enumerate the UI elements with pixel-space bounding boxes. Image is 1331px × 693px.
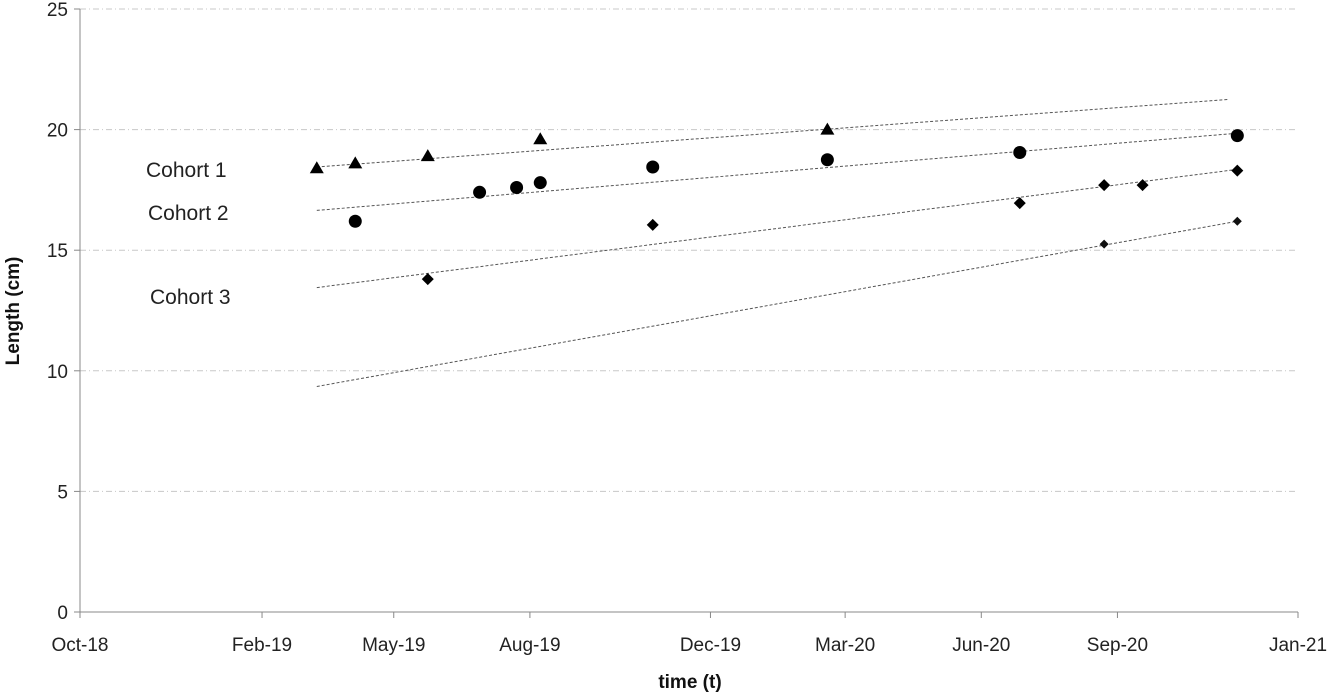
x-tick-label: Aug-19 — [499, 635, 560, 656]
triangle-point — [348, 156, 363, 169]
circle-point — [348, 214, 362, 228]
y-tick-label: 25 — [47, 0, 68, 21]
trend-lines — [316, 98, 1238, 387]
annotation-cohort-3: Cohort 3 — [150, 286, 231, 309]
x-tick-label: Jan-21 — [1269, 635, 1327, 656]
gridlines — [80, 8, 1298, 492]
diamond-point — [1098, 179, 1111, 192]
annotation-cohort-1: Cohort 1 — [146, 159, 227, 182]
x-tick-label: Feb-19 — [232, 635, 292, 656]
triangle-point — [309, 161, 324, 174]
trend-line — [316, 98, 1229, 168]
x-tick-label: Jun-20 — [952, 635, 1010, 656]
circle-point — [820, 153, 834, 167]
x-tick-label: May-19 — [362, 635, 425, 656]
x-axis-title: time (t) — [658, 672, 721, 693]
circle-point — [1013, 146, 1027, 160]
circle-point — [646, 160, 660, 174]
y-tick-label: 0 — [57, 603, 68, 624]
circle-point — [510, 180, 524, 194]
circle-point — [1230, 129, 1244, 143]
triangle-point — [533, 132, 548, 145]
x-tick-label: Dec-19 — [680, 635, 741, 656]
circle-point — [473, 185, 487, 199]
trend-line — [316, 168, 1238, 289]
diamond-point — [1231, 164, 1244, 177]
x-tick-label: Mar-20 — [815, 635, 875, 656]
y-tick-label: 20 — [47, 121, 68, 142]
trend-line — [316, 220, 1238, 387]
x-tick-label: Sep-20 — [1087, 635, 1148, 656]
diamond-point — [646, 218, 659, 231]
diamond-point — [421, 273, 434, 286]
annotation-cohort-2: Cohort 2 — [148, 202, 229, 225]
y-tick-label: 15 — [47, 241, 68, 262]
trend-line — [316, 132, 1238, 211]
small-diamond-point — [1232, 216, 1242, 226]
triangle-point — [820, 122, 835, 135]
small-diamond-point — [1099, 239, 1109, 249]
diamond-point — [1013, 197, 1026, 210]
ticks: 0 5 10 15 20 25 Oct-18 Feb-19 May-19 Aug-19 Dec-19… — [47, 0, 1327, 656]
axes — [79, 9, 1298, 613]
data-points — [309, 122, 1244, 286]
x-tick-label: Oct-18 — [51, 635, 108, 656]
triangle-point — [420, 149, 435, 162]
y-axis-title: Length (cm) — [3, 257, 24, 366]
y-tick-label: 10 — [47, 362, 68, 383]
circle-point — [533, 176, 547, 190]
y-tick-label: 5 — [57, 482, 68, 503]
diamond-point — [1136, 179, 1149, 192]
